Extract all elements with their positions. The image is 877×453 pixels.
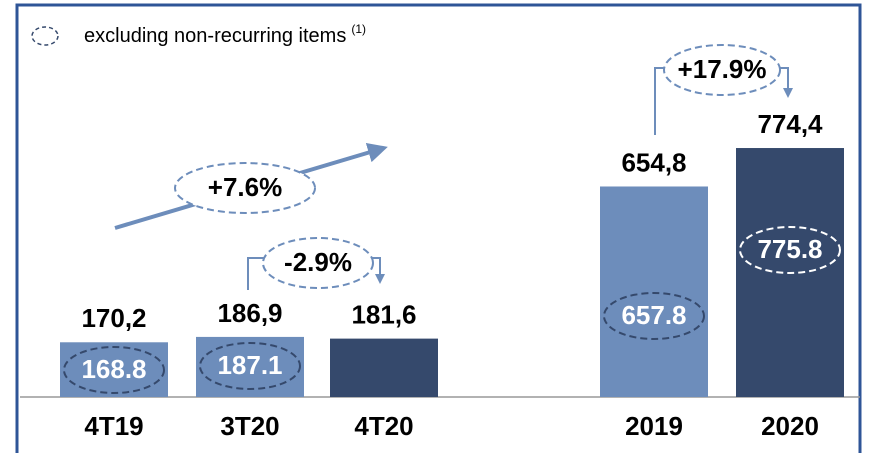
legend-note: excluding non-recurring items	[84, 25, 346, 47]
x-tick-label: 3T20	[220, 411, 279, 441]
bar	[330, 338, 438, 397]
value-label: 181,6	[351, 299, 416, 329]
x-tick-label: 2019	[625, 411, 683, 441]
annotation-ellipse	[262, 237, 374, 289]
annotation: +17.9%	[678, 54, 767, 84]
legend-symbol	[31, 26, 59, 46]
x-tick-label: 4T19	[84, 411, 143, 441]
adjusted-ellipse	[603, 292, 705, 340]
adjusted-value: 168.8	[81, 354, 146, 384]
frame	[15, 3, 862, 453]
bar	[196, 336, 304, 397]
adjusted-value: 657.8	[621, 300, 686, 330]
bar	[60, 342, 168, 397]
bar	[600, 186, 708, 397]
adjusted-ellipse	[199, 342, 301, 390]
annotation-ellipse	[174, 162, 316, 214]
x-tick-label: 2020	[761, 411, 819, 441]
value-label: 774,4	[757, 109, 823, 139]
annotation: +7.6%	[208, 172, 282, 202]
annotation: -2.9%	[284, 247, 352, 277]
legend-text: excluding non-recurring items (1)	[84, 22, 366, 47]
value-label: 170,2	[81, 303, 146, 333]
adjusted-ellipse	[63, 346, 165, 394]
footnote-marker: (1)	[351, 22, 366, 36]
x-tick-label: 4T20	[354, 411, 413, 441]
adjusted-ellipse	[739, 226, 841, 274]
value-label: 186,9	[217, 298, 282, 328]
adjusted-value: 775.8	[757, 234, 822, 264]
annotation-ellipse	[663, 44, 781, 96]
value-label: 654,8	[621, 147, 686, 177]
adjusted-value: 187.1	[217, 350, 282, 380]
